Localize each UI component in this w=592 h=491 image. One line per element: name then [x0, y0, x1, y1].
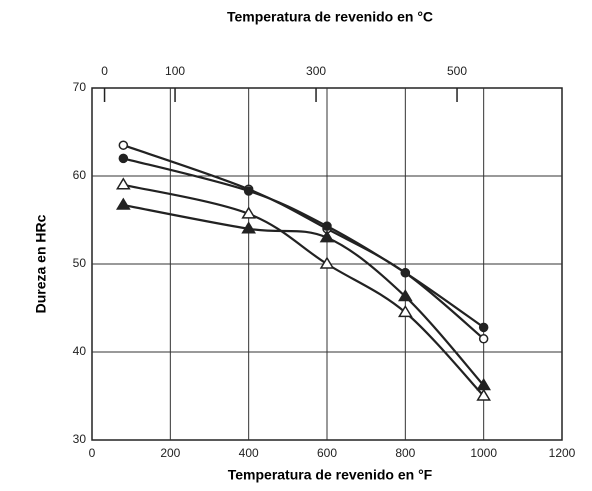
y-axis-title: Dureza en HRc — [33, 214, 49, 313]
marker — [476, 388, 491, 401]
y-tick-label: 60 — [73, 168, 87, 182]
x-tick-label: 1000 — [470, 446, 497, 460]
y-tick-label: 40 — [73, 344, 87, 358]
marker — [398, 304, 413, 318]
x-tick-label: 200 — [160, 446, 180, 460]
series-line — [122, 144, 485, 340]
y-tick-label: 70 — [73, 80, 87, 94]
y-tick-label: 30 — [73, 432, 87, 446]
y-tick-label: 50 — [73, 256, 87, 270]
x-tick-label: 800 — [395, 446, 415, 460]
x2-tick-label: 300 — [306, 64, 326, 78]
marker — [478, 334, 489, 344]
marker — [476, 377, 491, 391]
x2-tick-label: 0 — [101, 64, 108, 78]
marker — [398, 289, 413, 302]
series-line — [123, 157, 485, 329]
marker — [118, 140, 129, 150]
marker — [322, 221, 332, 231]
top-axis-title: Temperatura de revenido en °C — [227, 9, 433, 25]
marker — [243, 186, 254, 196]
marker — [118, 153, 129, 164]
x-tick-label: 600 — [317, 446, 337, 460]
x-tick-label: 0 — [89, 446, 96, 460]
marker — [319, 230, 335, 243]
marker — [241, 206, 256, 219]
x-axis-title: Temperatura de revenido en °F — [228, 467, 433, 483]
marker — [478, 322, 489, 333]
marker — [400, 268, 411, 278]
marker — [116, 177, 131, 190]
x2-tick-label: 500 — [447, 64, 467, 78]
x-tick-label: 400 — [239, 446, 259, 460]
marker — [116, 197, 131, 210]
x-tick-label: 1200 — [549, 446, 576, 460]
x2-tick-label: 100 — [165, 64, 185, 78]
marker — [241, 221, 256, 234]
marker — [319, 256, 335, 269]
series-line — [123, 203, 485, 387]
